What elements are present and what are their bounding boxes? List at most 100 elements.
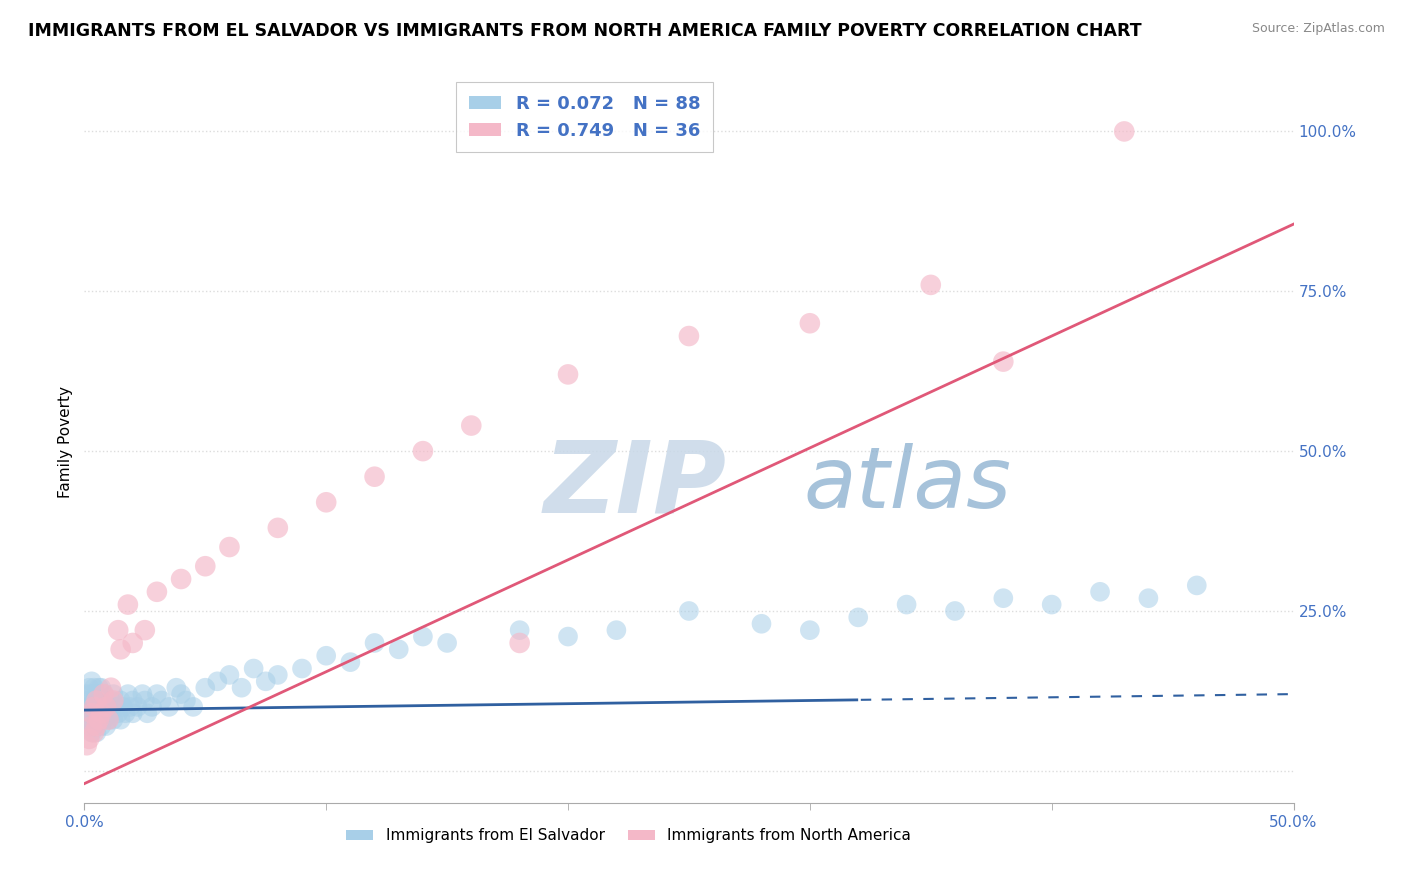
Text: IMMIGRANTS FROM EL SALVADOR VS IMMIGRANTS FROM NORTH AMERICA FAMILY POVERTY CORR: IMMIGRANTS FROM EL SALVADOR VS IMMIGRANT… (28, 22, 1142, 40)
Point (90, 719, 112, 733)
Point (134, 693, 156, 707)
Point (87, 706, 110, 721)
Point (77, 693, 100, 707)
Point (218, 540, 240, 554)
Point (134, 623, 156, 637)
Point (121, 693, 143, 707)
Point (83, 699, 105, 714)
Point (76, 687, 98, 701)
Point (86, 687, 108, 701)
Point (80, 699, 103, 714)
Point (107, 706, 129, 721)
Point (97, 699, 120, 714)
Point (339, 655, 361, 669)
Point (86, 713, 108, 727)
Point (77, 731, 100, 746)
Point (127, 699, 149, 714)
Point (509, 636, 531, 650)
Point (80, 674, 103, 689)
Text: Source: ZipAtlas.com: Source: ZipAtlas.com (1251, 22, 1385, 36)
Point (87, 713, 110, 727)
Point (146, 584, 169, 599)
Point (103, 687, 125, 701)
Point (291, 661, 314, 675)
Point (86, 719, 108, 733)
Point (460, 418, 482, 433)
Point (93, 699, 115, 714)
Point (436, 636, 458, 650)
Point (112, 699, 135, 714)
Point (83, 681, 105, 695)
Point (799, 316, 821, 330)
Point (120, 699, 142, 714)
Point (605, 623, 627, 637)
Point (194, 559, 217, 574)
Point (678, 329, 700, 343)
Point (87, 681, 110, 695)
Point (174, 693, 197, 707)
Point (83, 693, 105, 707)
Point (121, 706, 143, 721)
Point (103, 693, 125, 707)
Point (104, 699, 127, 714)
Point (218, 668, 240, 682)
Point (97, 713, 120, 727)
Point (77, 719, 100, 733)
Point (90, 706, 112, 721)
Point (412, 630, 434, 644)
Point (170, 687, 193, 701)
Point (121, 636, 143, 650)
Point (97, 713, 120, 727)
Point (94, 719, 117, 733)
Point (80, 713, 103, 727)
Point (678, 604, 700, 618)
Point (80, 687, 103, 701)
Point (150, 693, 173, 707)
Point (131, 687, 153, 701)
Point (100, 681, 122, 695)
Point (100, 706, 122, 721)
Point (114, 706, 136, 721)
Point (315, 648, 337, 663)
Point (799, 623, 821, 637)
Point (80, 706, 103, 721)
Point (110, 713, 132, 727)
Point (83, 719, 105, 733)
Point (751, 616, 773, 631)
Point (157, 699, 180, 714)
Point (86, 725, 108, 739)
Point (110, 642, 132, 657)
Point (943, 604, 966, 618)
Point (94, 699, 117, 714)
Point (388, 642, 411, 657)
Point (77, 706, 100, 721)
Point (90, 693, 112, 707)
Point (231, 681, 253, 695)
Point (242, 661, 264, 675)
Text: atlas: atlas (804, 443, 1012, 526)
Point (76, 738, 98, 752)
Point (363, 636, 385, 650)
Point (896, 598, 918, 612)
Point (1040, 598, 1063, 612)
Point (993, 591, 1015, 606)
Point (90, 681, 112, 695)
Point (93, 687, 115, 701)
Point (83, 706, 105, 721)
Point (1114, 124, 1136, 138)
Legend: Immigrants from El Salvador, Immigrants from North America: Immigrants from El Salvador, Immigrants … (340, 822, 917, 849)
Y-axis label: Family Poverty: Family Poverty (58, 385, 73, 498)
Point (94, 706, 117, 721)
Point (920, 277, 942, 292)
Point (103, 713, 125, 727)
Point (77, 681, 100, 695)
Point (1088, 584, 1111, 599)
Point (107, 623, 129, 637)
Point (87, 693, 110, 707)
Point (315, 495, 337, 509)
Point (80, 719, 103, 733)
Point (146, 687, 169, 701)
Point (136, 706, 159, 721)
Point (165, 681, 187, 695)
Point (90, 706, 112, 721)
